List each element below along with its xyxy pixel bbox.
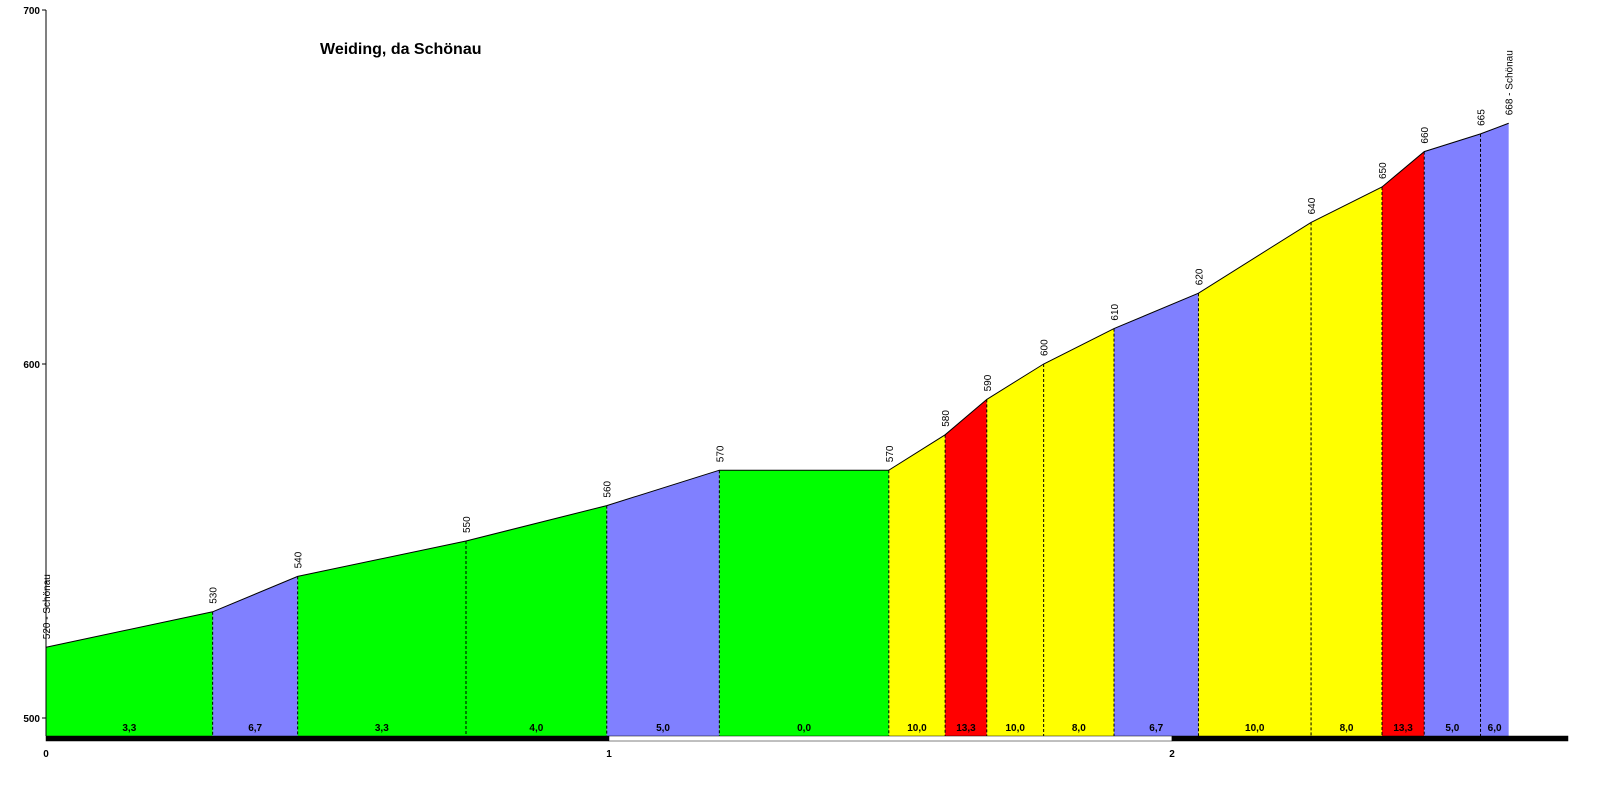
gradient-label: 13,3: [1393, 723, 1413, 734]
segment-area: [606, 470, 720, 736]
segment-area: [888, 434, 946, 736]
segment-area: [297, 541, 466, 736]
segment-area: [945, 399, 987, 736]
gradient-label: 4,0: [529, 723, 543, 734]
segment-area: [212, 576, 298, 736]
segment-area: [1480, 123, 1509, 736]
gradient-label: 5,0: [1445, 723, 1459, 734]
elevation-label: 580: [941, 410, 952, 427]
gradient-label: 5,0: [656, 723, 670, 734]
gradient-labels: 3,3 6,7 3,3 4,0 5,0 0,0 10,0 13,3 10,0 8,0 6,7 10,0…: [122, 723, 1502, 734]
x-axis-ticks: 0 1 2: [43, 749, 1175, 760]
segment-area: [1114, 293, 1199, 736]
gradient-label: 8,0: [1072, 723, 1086, 734]
elevation-label: 640: [1307, 197, 1318, 214]
segment-dividers: [212, 133, 1482, 736]
gradient-segments: [46, 123, 1509, 737]
segment-area: [719, 470, 889, 736]
gradient-label: 6,0: [1488, 723, 1502, 734]
elevation-label: 560: [603, 480, 614, 497]
y-tick-label: 500: [23, 714, 40, 725]
gradient-label: 8,0: [1340, 723, 1354, 734]
elevation-label: 600: [1040, 339, 1051, 356]
gradient-label: 3,3: [122, 723, 136, 734]
gradient-label: 10,0: [907, 723, 927, 734]
scale-bar-segment: [45, 735, 610, 742]
elevation-label: 570: [885, 445, 896, 462]
elevation-label: 610: [1110, 303, 1121, 320]
x-tick-label: 2: [1169, 749, 1175, 760]
elevation-label: 530: [209, 587, 220, 604]
elevation-label: 550: [462, 516, 473, 533]
segment-area: [46, 611, 213, 736]
gradient-label: 0,0: [797, 723, 811, 734]
segment-area: [465, 505, 607, 736]
gradient-label: 6,7: [1149, 723, 1163, 734]
elevation-label: 668 - Schönau: [1505, 50, 1516, 115]
elevation-label: 660: [1420, 126, 1431, 143]
elevation-label: 540: [294, 551, 305, 568]
gradient-label: 3,3: [375, 723, 389, 734]
scale-bar-segment: [608, 735, 1173, 742]
y-tick-label: 600: [23, 360, 40, 371]
y-tick-label: 700: [23, 6, 40, 17]
distance-scale-bar: [45, 735, 1569, 742]
elevation-profile-line: [45, 122, 1509, 648]
segment-area: [986, 364, 1044, 736]
x-tick-label: 0: [43, 749, 49, 760]
gradient-label: 10,0: [1245, 723, 1265, 734]
segment-area: [1198, 222, 1312, 736]
x-tick-label: 1: [606, 749, 612, 760]
gradient-label: 10,0: [1005, 723, 1025, 734]
elevation-label: 570: [715, 445, 726, 462]
segment-area: [1381, 151, 1425, 737]
segment-area: [1311, 187, 1382, 736]
scale-bar-segment: [1171, 735, 1569, 742]
elevation-label: 620: [1194, 268, 1205, 285]
elevation-label: 665: [1477, 109, 1488, 126]
y-axis-ticks: 500 600 700: [23, 6, 46, 725]
elevation-labels: 520 - Schönau 530 540 550 560 570 570 580 590 600…: [42, 50, 1516, 639]
segment-area: [1043, 328, 1115, 736]
elevation-label: 520 - Schönau: [42, 574, 53, 639]
elevation-label: 590: [983, 374, 994, 391]
elevation-label: 650: [1378, 162, 1389, 179]
segment-area: [1424, 133, 1481, 736]
gradient-label: 13,3: [956, 723, 976, 734]
chart-title: Weiding, da Schönau: [320, 41, 482, 58]
gradient-label: 6,7: [248, 723, 262, 734]
